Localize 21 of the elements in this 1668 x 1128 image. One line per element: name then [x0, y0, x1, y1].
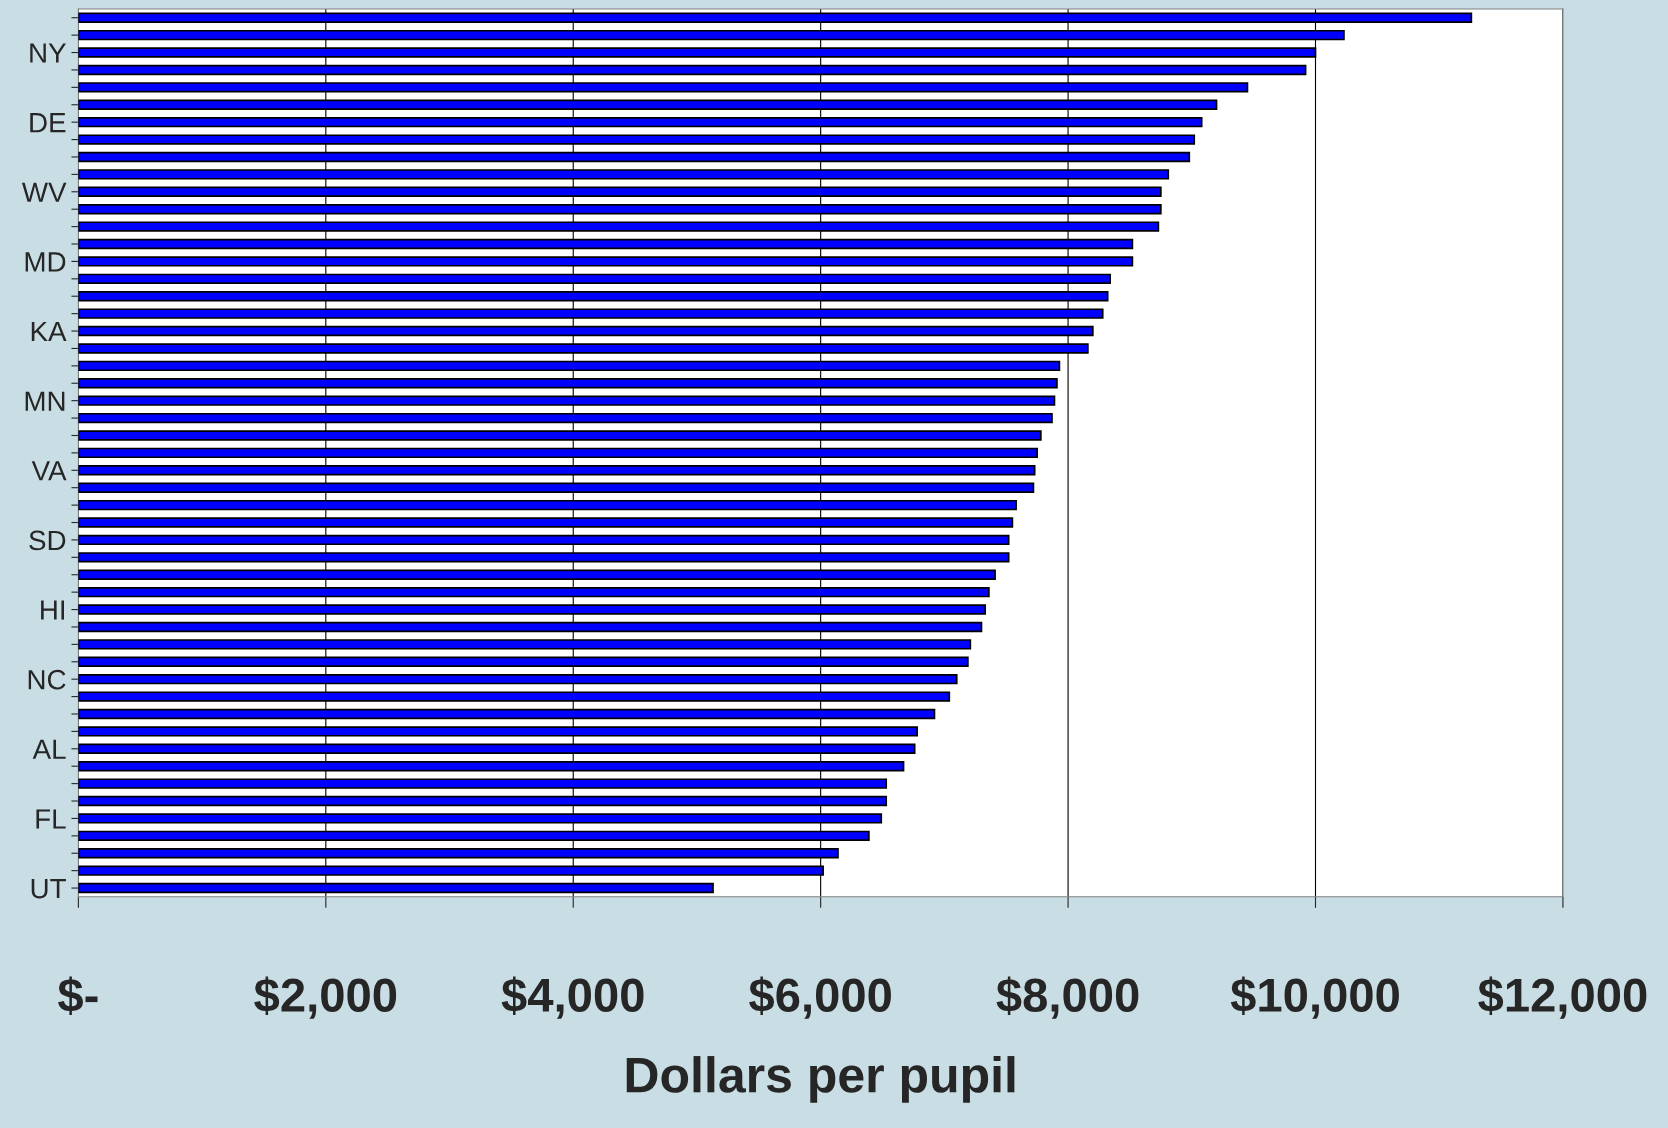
- y-tick-label: WV: [21, 182, 67, 202]
- x-tick-label: $2,000: [254, 976, 397, 1019]
- x-tick-label: $8,000: [996, 976, 1139, 1019]
- x-axis-title: Dollars per pupil: [626, 1056, 1015, 1103]
- y-tick-label: MD: [25, 252, 66, 272]
- y-tick-label: KA: [31, 322, 67, 342]
- y-tick-label: MN: [25, 391, 65, 411]
- x-tick-label: $4,000: [501, 976, 644, 1019]
- x-tick-label: $12,000: [1478, 976, 1647, 1019]
- y-tick-label: DE: [30, 113, 66, 133]
- y-tick-label: HI: [41, 600, 65, 620]
- y-tick-label: VA: [31, 461, 67, 481]
- y-tick-label: FL: [36, 809, 66, 829]
- y-tick-label: UT: [31, 879, 66, 899]
- y-tick-label: NC: [28, 669, 66, 690]
- x-tick-label: $-: [58, 976, 98, 1016]
- y-tick-label: SD: [29, 530, 66, 551]
- y-tick-label: NY: [30, 43, 66, 63]
- y-tick-label: AL: [32, 739, 66, 759]
- x-tick-label: $6,000: [749, 976, 891, 1019]
- x-tick-label: $10,000: [1230, 976, 1399, 1019]
